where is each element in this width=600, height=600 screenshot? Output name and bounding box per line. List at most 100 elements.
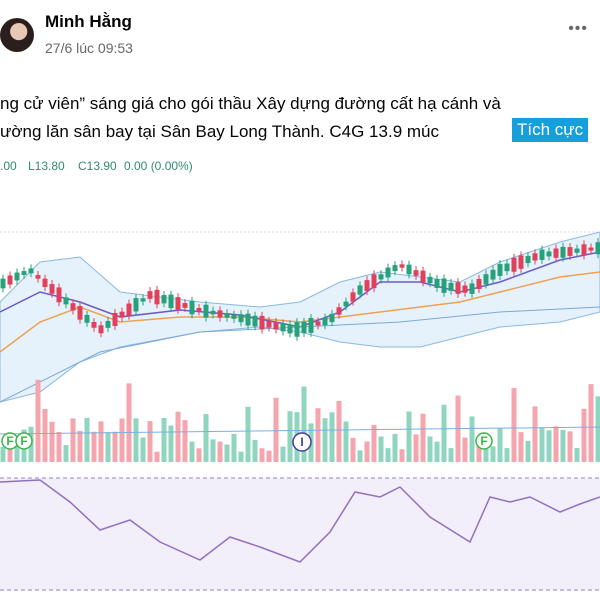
volume-bar (476, 446, 482, 462)
volume-bar (49, 421, 55, 462)
candle (329, 313, 335, 323)
volume-bar (63, 445, 69, 462)
candle (84, 314, 90, 323)
candle (49, 284, 55, 294)
candle (525, 255, 531, 264)
rsi-band (0, 478, 600, 590)
candle (322, 317, 328, 326)
candle (413, 270, 419, 276)
volume-bar (140, 437, 146, 462)
chart-legend: C13.90 (78, 159, 117, 173)
volume-bar (217, 441, 223, 462)
candle (308, 317, 314, 333)
volume-bar (14, 439, 20, 462)
volume-bar (532, 406, 538, 462)
candle (140, 298, 146, 302)
volume-bar (182, 420, 188, 462)
volume-bar (504, 448, 510, 462)
volume-bar (119, 418, 125, 462)
event-marker[interactable]: F (15, 432, 33, 450)
candle (105, 320, 111, 328)
avatar[interactable] (0, 18, 34, 52)
candle (385, 267, 391, 278)
candle (224, 313, 230, 318)
candle (406, 264, 412, 275)
candle (259, 315, 265, 330)
candle (287, 324, 293, 334)
volume-bar (441, 404, 447, 462)
volume-bar (329, 412, 335, 462)
more-menu[interactable]: ••• (568, 20, 588, 37)
author-name[interactable]: Minh Hằng (45, 12, 132, 31)
volume-bar (42, 408, 48, 462)
event-marker[interactable]: F (475, 432, 493, 450)
candle (238, 314, 244, 323)
post-text: ng cử viên” sáng giá cho gói thầu Xây dự… (0, 94, 501, 113)
volume-bar (133, 418, 139, 462)
candle (175, 297, 181, 310)
candle (441, 278, 447, 293)
hashtag[interactable]: Tích cực (512, 118, 589, 142)
volume-bar (7, 448, 13, 462)
volume-bar (511, 388, 517, 462)
candle (231, 314, 237, 319)
post-time[interactable]: 27/6 lúc 09:53 (45, 40, 133, 56)
candle (133, 298, 139, 312)
candle (112, 312, 118, 327)
volume-bar (336, 400, 342, 462)
candle (574, 248, 580, 253)
volume-bar (56, 431, 62, 462)
candle (315, 321, 321, 326)
chart-legend: .00 (0, 159, 17, 173)
ma-line (0, 251, 600, 328)
volume-bar (259, 448, 265, 462)
marker-label: F (6, 434, 13, 448)
candle (455, 282, 461, 294)
candle (119, 311, 125, 318)
candle (595, 242, 600, 255)
candle (588, 247, 594, 251)
volume-bar (553, 426, 559, 462)
candle (350, 292, 356, 302)
volume-bar (154, 451, 160, 462)
volume-bar (112, 431, 118, 462)
candle (91, 322, 97, 328)
candle (364, 280, 370, 292)
candle (56, 287, 62, 303)
candle (77, 306, 83, 320)
volume-bar (343, 421, 349, 462)
candle (98, 325, 104, 334)
volume-bar (357, 450, 363, 462)
candle (161, 295, 167, 304)
volume-bar (189, 441, 195, 462)
volume-ma (0, 426, 600, 435)
chart-legend: 0.00 (0.00%) (124, 159, 193, 173)
candle (378, 274, 384, 280)
volume-bar (462, 437, 468, 462)
candle (7, 275, 13, 285)
event-marker[interactable]: I (292, 432, 312, 452)
volume-bar (161, 417, 167, 462)
chart-legend: L13.80 (28, 159, 65, 173)
volume-bar (224, 444, 230, 462)
volume-bar (574, 448, 580, 462)
candle (448, 282, 454, 291)
candle (273, 322, 279, 330)
candle (168, 294, 174, 309)
candle (427, 276, 433, 284)
volume-bar (84, 417, 90, 462)
volume-bar (168, 425, 174, 462)
volume-bar (469, 416, 475, 462)
candle (42, 278, 48, 288)
volume-bar (210, 439, 216, 462)
volume-bar (70, 418, 76, 462)
candle (462, 285, 468, 293)
volume-bar (525, 440, 531, 462)
candle (476, 278, 482, 290)
event-marker[interactable]: F (1, 432, 19, 450)
volume-bar (546, 430, 552, 462)
volume-bar (420, 413, 426, 462)
candle (196, 307, 202, 312)
volume-bar (91, 431, 97, 462)
